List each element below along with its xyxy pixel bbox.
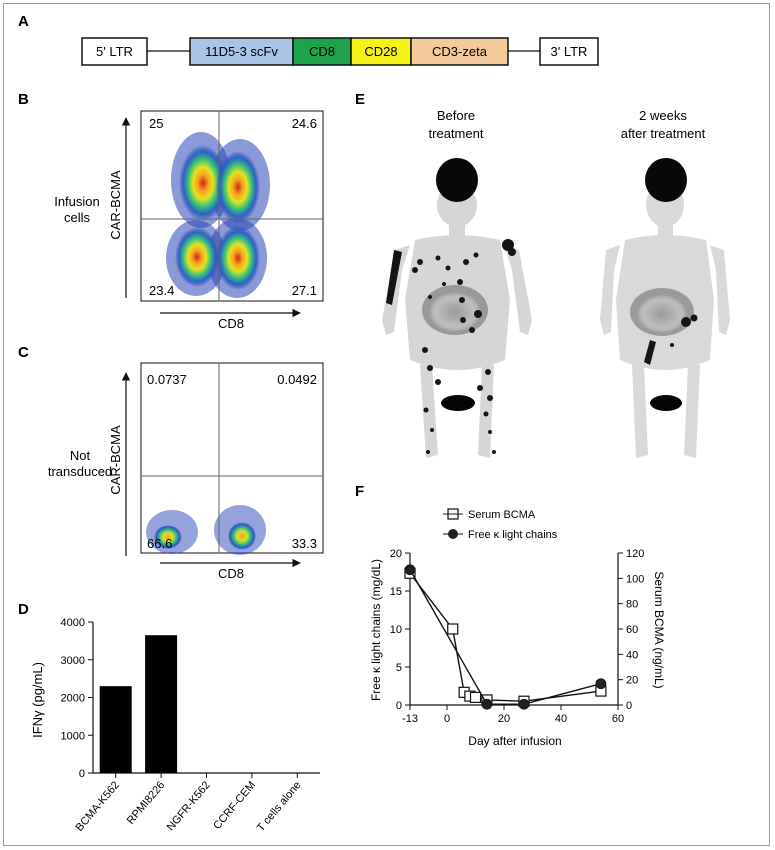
quad-c-ll: 66.6 (147, 536, 172, 551)
x-axis-label-b: CD8 (218, 316, 244, 331)
segment-5ltr: 5' LTR (81, 37, 148, 66)
f-legend: Serum BCMA Free κ light chains (443, 508, 558, 541)
d-y-axis-label: IFNγ (pg/mL) (30, 662, 45, 738)
x-axis-label-c: CD8 (218, 566, 244, 581)
construct-diagram: 5' LTR 11D5-3 scFv CD8 CD28 CD3-zeta 3' … (81, 37, 599, 66)
f-point-free-kappa (595, 678, 607, 690)
f-series-line-0 (409, 572, 601, 702)
f-right-tick-label: 80 (626, 599, 638, 611)
legend-label-serum-bcma: Serum BCMA (468, 509, 536, 521)
quad-c-ur: 0.0492 (277, 372, 317, 387)
f-left-tick-label: 20 (390, 548, 402, 560)
d-y-tick-label: 3000 (61, 655, 85, 667)
f-x-tick-label: 60 (612, 713, 624, 725)
d-x-tick-label: BCMA-K562 (74, 779, 122, 834)
d-x-tick-label: NGFR-K562 (165, 779, 213, 833)
d-bar (99, 686, 132, 773)
f-left-tick-label: 15 (390, 586, 402, 598)
f-point-free-kappa (404, 564, 416, 576)
pet-image-before (372, 148, 542, 462)
f-y-right-label: Serum BCMA (ng/mL) (652, 571, 666, 688)
segment-3ltr: 3' LTR (539, 37, 599, 66)
svg-text:CD28: CD28 (364, 44, 397, 59)
flow-density-c (146, 505, 266, 555)
d-y-tick-label: 4000 (61, 617, 85, 629)
panel-c-row-label-1: Not (70, 448, 91, 463)
f-x-tick-label: 20 (498, 713, 510, 725)
panel-c-row-label-2: transduced (48, 464, 112, 479)
quad-b-ul: 25 (149, 116, 163, 131)
f-x-tick-label: 40 (555, 713, 567, 725)
f-right-tick-label: 20 (626, 675, 638, 687)
d-y-tick-label: 0 (79, 768, 85, 780)
d-x-tick-label: CCRF-CEM (211, 779, 258, 832)
e-before-title-2: treatment (429, 126, 484, 141)
d-y-tick-label: 1000 (61, 730, 85, 742)
f-left-tick-label: 5 (396, 662, 402, 674)
f-left-tick-label: 10 (390, 624, 402, 636)
svg-text:3' LTR: 3' LTR (551, 44, 588, 59)
f-x-tick-label: 0 (444, 713, 450, 725)
svg-text:CD8: CD8 (309, 44, 335, 59)
f-right-tick-label: 100 (626, 573, 644, 585)
panel-c-label: C (18, 344, 29, 361)
d-y-tick-label: 2000 (61, 693, 85, 705)
d-x-tick-label: T cells alone (255, 779, 304, 834)
f-left-tick-label: 0 (396, 700, 402, 712)
segment-cd3zeta: CD3-zeta (410, 37, 509, 66)
f-right-tick-label: 120 (626, 548, 644, 560)
panel-e-label: E (355, 91, 365, 108)
flow-density-b (166, 132, 270, 298)
quad-c-ul: 0.0737 (147, 372, 187, 387)
f-right-tick-label: 60 (626, 624, 638, 636)
quad-b-ur: 24.6 (292, 116, 317, 131)
quad-b-ll: 23.4 (149, 283, 174, 298)
panel-b-row-label-1: Infusion (54, 194, 100, 209)
panel-f-label: F (355, 483, 364, 500)
f-series-line-1 (409, 569, 602, 705)
legend-label-free-kappa: Free κ light chains (468, 529, 558, 541)
y-axis-label-b: CAR-BCMA (108, 170, 123, 240)
y-axis-label-c: CAR-BCMA (108, 425, 123, 495)
pet-image-after (597, 148, 749, 462)
quad-c-lr: 33.3 (292, 536, 317, 551)
e-before-title-1: Before (437, 108, 475, 123)
quad-b-lr: 27.1 (292, 283, 317, 298)
flow-plot-b: 25 24.6 23.4 27.1 (140, 110, 324, 302)
d-bar (145, 635, 178, 773)
f-point-serum-bcma (447, 623, 459, 635)
flow-plot-c: 0.0737 0.0492 66.6 33.3 (140, 362, 324, 555)
f-y-left-label: Free κ light chains (mg/dL) (369, 559, 383, 701)
svg-text:CD3-zeta: CD3-zeta (432, 44, 488, 59)
f-right-tick-label: 40 (626, 649, 638, 661)
f-right-tick-label: 0 (626, 700, 632, 712)
bar-chart-d: 0 1000 2000 3000 4000 BCMA-K562 RPMI8226NGFR-K… (61, 617, 320, 834)
panel-b-label: B (18, 91, 29, 108)
segment-cd28: CD28 (350, 37, 412, 66)
svg-text:5' LTR: 5' LTR (96, 44, 133, 59)
e-after-title-1: 2 weeks (639, 108, 687, 123)
panel-d-label: D (18, 601, 29, 618)
segment-scfv: 11D5-3 scFv (189, 37, 294, 66)
f-point-serum-bcma (469, 691, 482, 704)
f-x-tick-label: -13 (402, 713, 418, 725)
segment-cd8: CD8 (292, 37, 352, 66)
d-x-tick-label: RPMI8226 (125, 779, 168, 827)
f-point-free-kappa (518, 698, 530, 710)
f-point-free-kappa (481, 698, 493, 710)
panel-b-row-label-2: cells (64, 210, 91, 225)
e-after-title-2: after treatment (621, 126, 706, 141)
figure-frame (3, 3, 770, 846)
f-x-axis-label: Day after infusion (468, 734, 561, 748)
panel-a-label: A (18, 13, 29, 30)
svg-text:11D5-3 scFv: 11D5-3 scFv (205, 44, 278, 59)
